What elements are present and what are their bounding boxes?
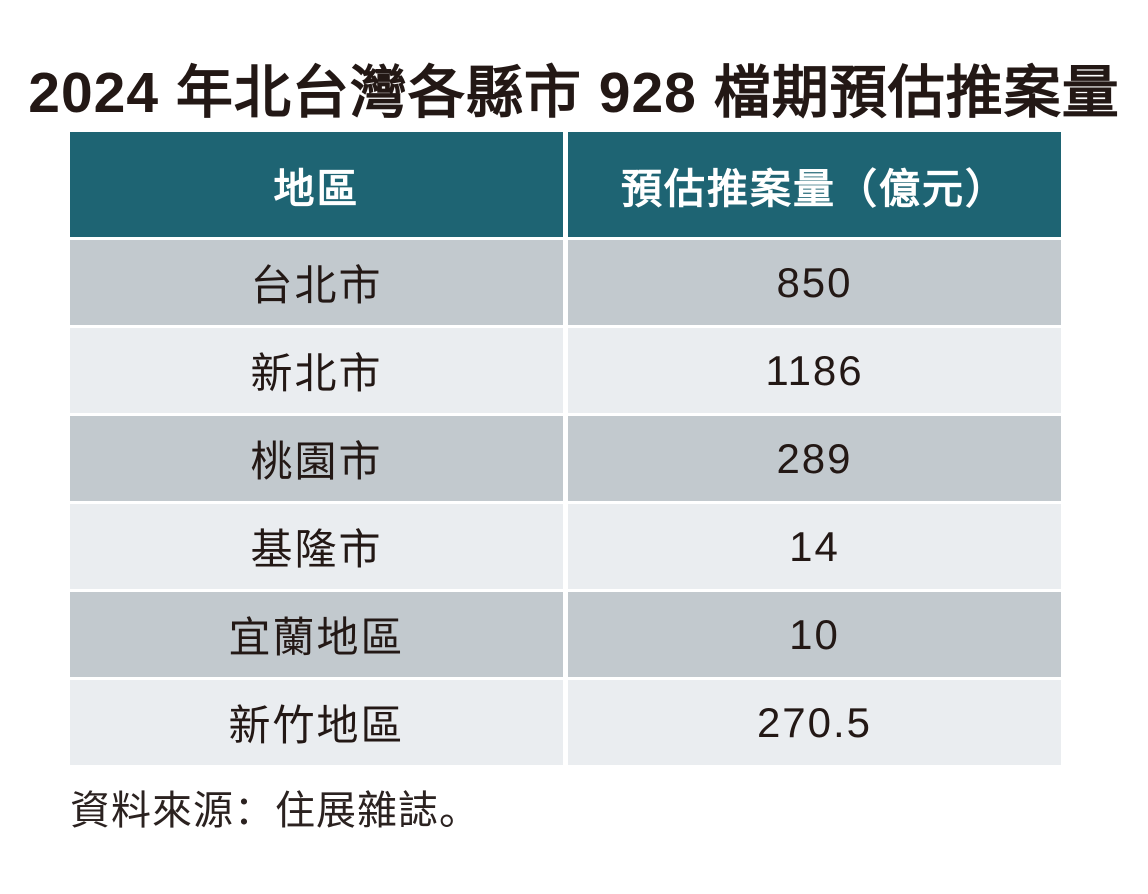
page-title: 2024 年北台灣各縣市 928 檔期預估推案量: [28, 61, 1120, 125]
table-header-row: 地區 預估推案量（億元）: [70, 132, 1061, 237]
table-row: 基隆市 14: [70, 501, 1061, 589]
table-header-region: 地區: [70, 132, 568, 237]
volume-cell: 270.5: [567, 677, 1061, 765]
volume-cell: 10: [567, 589, 1061, 677]
region-cell: 桃園市: [70, 413, 568, 501]
region-cell: 台北市: [70, 237, 568, 325]
table-row: 台北市 850: [70, 237, 1061, 325]
volume-cell: 289: [567, 413, 1061, 501]
table-header-volume: 預估推案量（億元）: [567, 132, 1061, 237]
region-cell: 基隆市: [70, 501, 568, 589]
table-row: 新竹地區 270.5: [70, 677, 1061, 765]
source-note: 資料來源：住展雜誌。: [70, 789, 480, 833]
table-row: 新北市 1186: [70, 325, 1061, 413]
table-row: 宜蘭地區 10: [70, 589, 1061, 677]
volume-cell: 1186: [567, 325, 1061, 413]
region-cell: 宜蘭地區: [70, 589, 568, 677]
region-cell: 新竹地區: [70, 677, 568, 765]
table-row: 桃園市 289: [70, 413, 1061, 501]
region-cell: 新北市: [70, 325, 568, 413]
volume-cell: 14: [567, 501, 1061, 589]
estimate-table: 地區 預估推案量（億元） 台北市 850 新北市 1186 桃園市 289 基隆…: [70, 132, 1061, 765]
volume-cell: 850: [567, 237, 1061, 325]
